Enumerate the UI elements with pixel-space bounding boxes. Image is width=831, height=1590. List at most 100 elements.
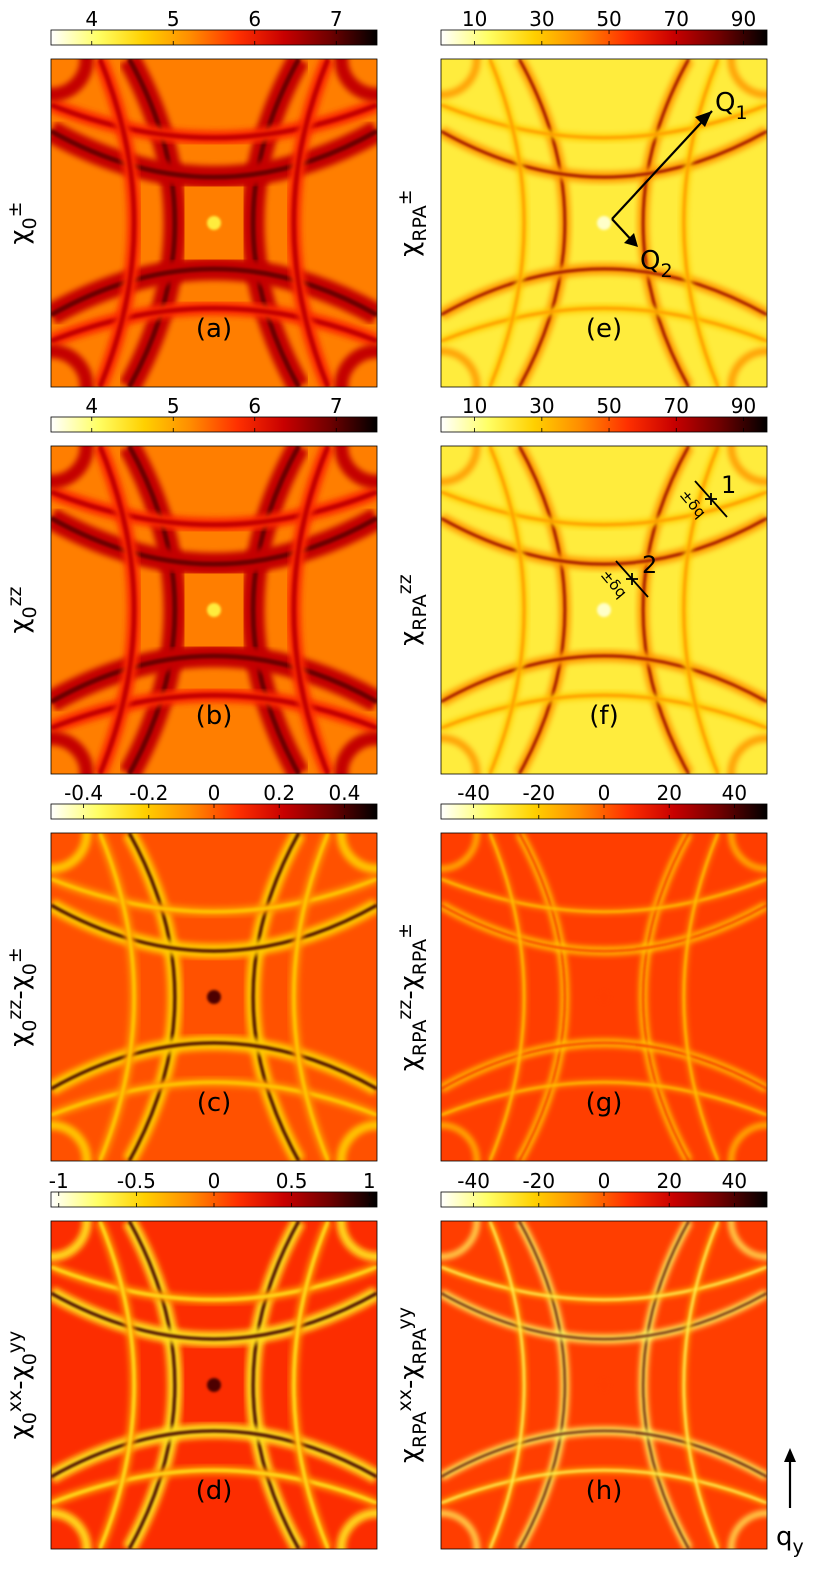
- heatmap-ridge-core: [51, 1041, 377, 1091]
- heatmap-ridge-core: [441, 130, 767, 179]
- colorbar-tick-label: 50: [596, 394, 621, 418]
- colorbar-tick-label: 90: [731, 7, 756, 31]
- heatmap-ridge-core: [51, 489, 377, 528]
- ylabel-part: yy: [394, 1307, 416, 1330]
- vector-q1-arrowhead: [695, 111, 712, 127]
- ylabel-part: 0: [19, 963, 41, 975]
- heatmap-ridge-core: [682, 59, 720, 387]
- heatmap-ridge-core: [441, 654, 767, 703]
- heatmap-ridge-core: [441, 1469, 767, 1505]
- heatmap-centre-spot: [207, 216, 221, 230]
- colorbar-tick-label: 0.4: [328, 781, 360, 805]
- heatmap-frame: [50, 1220, 378, 1550]
- ylabel-part: xx: [394, 1389, 416, 1412]
- colorbar-tick-label: 0.2: [263, 781, 295, 805]
- heatmap-ridge-core: [127, 833, 177, 1161]
- heatmap-ridge-core: [51, 692, 377, 731]
- ylabel-part: χ: [395, 1448, 425, 1463]
- ylabel-part: -: [5, 990, 35, 999]
- heatmap-ridge-core: [51, 102, 377, 141]
- colorbar-tick-label: -20: [522, 781, 555, 805]
- ylabel-part: 0: [19, 1020, 41, 1032]
- vector-q2-subscript: 2: [660, 260, 672, 282]
- ylabel-part: χ: [5, 619, 35, 634]
- heatmap-ridge-core: [441, 904, 767, 952]
- ylabel-part: RPA: [409, 205, 431, 241]
- qy-arrowhead: [784, 1448, 796, 1462]
- heatmap-ridge-core: [127, 59, 178, 387]
- colorbar: [50, 416, 378, 433]
- colorbar-tick-label: -40: [457, 781, 490, 805]
- heatmap-centre-spot: [597, 990, 611, 1004]
- qy-label: qy: [776, 1522, 804, 1558]
- heatmap-ridge-core: [250, 59, 301, 387]
- heatmap-centre-spot: [597, 603, 611, 617]
- heatmap-ridge-core: [51, 877, 377, 914]
- ylabel-part: 0: [19, 1412, 41, 1424]
- colorbar-tick-label: 10: [462, 7, 487, 31]
- heatmap-ridge-core: [51, 1468, 377, 1505]
- heatmap-frame: [440, 445, 768, 775]
- ylabel-part: ±: [394, 189, 416, 205]
- colorbar-tick-label: -1: [49, 1169, 69, 1193]
- y-axis-label: χRPA±: [394, 189, 431, 256]
- colorbar-tick-label: 90: [731, 394, 756, 418]
- panel-label: (a): [196, 314, 232, 344]
- heatmap-ridge-core: [97, 59, 137, 387]
- heatmap-ridge-core: [441, 490, 767, 526]
- y-axis-label: χRPAzz-χRPA±: [394, 923, 431, 1071]
- panel-h: -40 -20 0 20 40(h)χRPAxx-χRPAyy: [394, 1169, 768, 1550]
- panel-label: (h): [586, 1476, 623, 1506]
- heatmap-ridge-core: [441, 877, 767, 913]
- ylabel-part: -: [5, 1380, 35, 1389]
- heatmap-ridge-core: [488, 833, 526, 1161]
- heatmap-ridge-core: [291, 59, 331, 387]
- colorbar-tick-label: 0.5: [276, 1169, 308, 1193]
- heatmap-centre-spot: [597, 216, 611, 230]
- ylabel-part: RPA: [409, 594, 431, 630]
- panel-label: (b): [196, 701, 233, 731]
- heatmap-centre-spot: [597, 1378, 611, 1392]
- ylabel-part: ±: [394, 923, 416, 939]
- heatmap-ridge-core: [97, 446, 137, 774]
- ylabel-part: zz: [394, 1000, 416, 1020]
- ylabel-part: -: [395, 990, 425, 999]
- heatmap-ridge-core: [518, 1221, 566, 1549]
- heatmap-frame: [440, 832, 768, 1162]
- heatmap-ridge-core: [127, 1221, 177, 1549]
- heatmap-ridge-core: [292, 833, 330, 1161]
- heatmap-ridge-core: [292, 1221, 330, 1549]
- heatmap-ridge-core: [51, 1429, 377, 1479]
- colorbar: [440, 416, 768, 433]
- point-1-label: 1: [721, 471, 736, 499]
- heatmap-frame: [440, 58, 768, 388]
- qy-subscript: y: [793, 1536, 804, 1558]
- colorbar-tick-label: 70: [664, 394, 689, 418]
- heatmap-ridge-core: [682, 833, 720, 1161]
- ylabel-part: χ: [5, 1365, 35, 1380]
- heatmap-frame: [440, 1220, 768, 1550]
- panel-c: -0.4 -0.2 0 0.2 0.4(c)χ0zz-χ0±: [4, 781, 378, 1162]
- colorbar-tick-label: 40: [722, 1169, 747, 1193]
- ylabel-part: ±: [4, 947, 26, 963]
- colorbar-tick-label: 7: [330, 7, 343, 31]
- vector-q1-arrow: [611, 110, 713, 220]
- heatmap-ridge-core: [441, 1292, 767, 1340]
- heatmap-frame: [50, 58, 378, 388]
- ylabel-part: 0: [19, 217, 41, 229]
- heatmap-ridge-core: [51, 653, 377, 704]
- ylabel-part: χ: [5, 1032, 35, 1047]
- colorbar: [50, 29, 378, 46]
- ylabel-part: yy: [4, 1331, 26, 1354]
- colorbar-tick-label: 0: [208, 781, 221, 805]
- heatmap-ridge-core: [98, 833, 136, 1161]
- colorbar-tick-label: -40: [457, 1169, 490, 1193]
- heatmap-ridge-core: [488, 446, 526, 774]
- colorbar-tick-label: 4: [85, 7, 98, 31]
- ylabel-part: zz: [4, 586, 26, 606]
- heatmap-ridge-core: [441, 694, 767, 730]
- colorbar-tick-label: 0: [598, 1169, 611, 1193]
- ylabel-part: RPA: [409, 1020, 431, 1056]
- y-axis-label: χ0zz: [4, 586, 41, 633]
